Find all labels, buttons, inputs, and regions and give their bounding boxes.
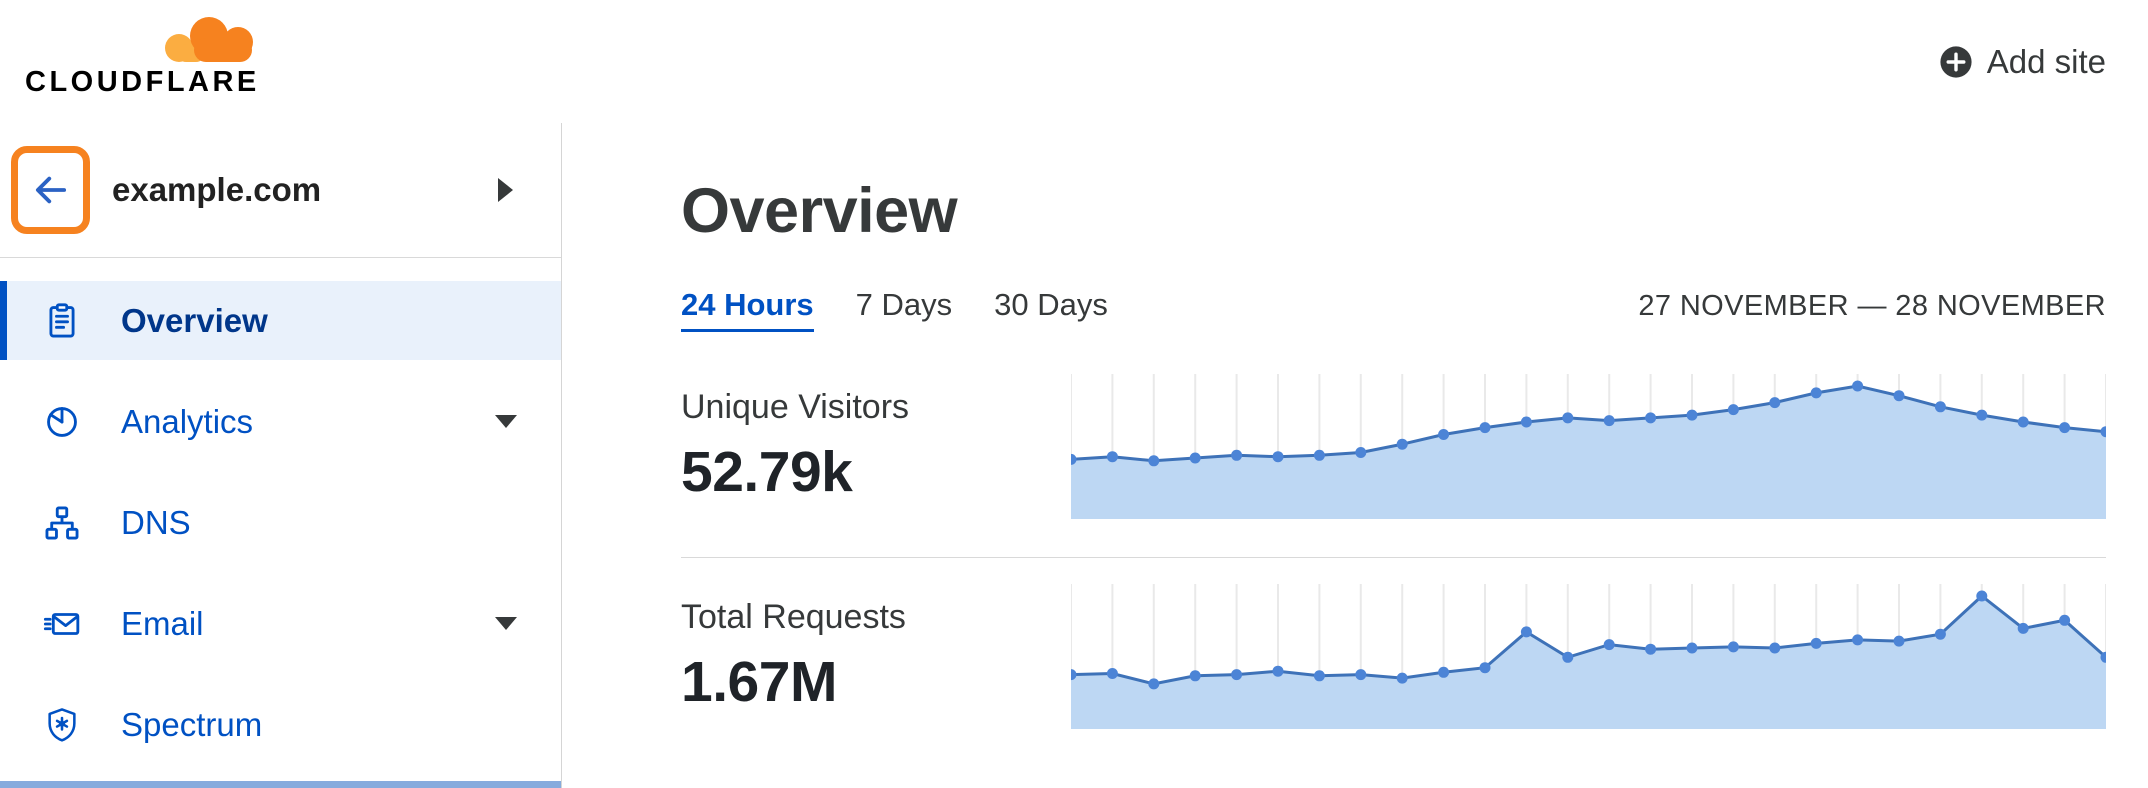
chevron-down-icon[interactable] bbox=[495, 617, 517, 630]
logo-wordmark: CLOUDFLARE bbox=[25, 66, 260, 98]
chevron-right-icon[interactable] bbox=[498, 178, 513, 202]
arrow-left-icon bbox=[35, 176, 66, 204]
back-button[interactable] bbox=[18, 153, 83, 227]
tab-24-hours[interactable]: 24 Hours bbox=[681, 287, 814, 332]
sidebar-item-label: DNS bbox=[121, 503, 191, 541]
total-requests-chart bbox=[1065, 584, 2112, 729]
add-site-label: Add site bbox=[1986, 42, 2106, 80]
cloudflare-logo[interactable]: CLOUDFLARE bbox=[25, 8, 287, 99]
unique-visitors-label: Unique Visitors bbox=[681, 388, 910, 426]
sidebar-item-label: Overview bbox=[121, 301, 268, 339]
sidebar-item-label: Analytics bbox=[121, 402, 254, 440]
back-button-highlight bbox=[11, 146, 90, 234]
top-header: CLOUDFLARE Add site bbox=[0, 0, 2148, 123]
metrics-divider bbox=[681, 557, 2106, 558]
unique-visitors-chart bbox=[1065, 374, 2112, 519]
clipboard-icon bbox=[41, 300, 82, 341]
time-range-tabs: 24 Hours 7 Days 30 Days 27 NOVEMBER — 28… bbox=[681, 287, 2106, 332]
sidebar-nav: Overview Analytics bbox=[0, 281, 561, 764]
total-requests-label: Total Requests bbox=[681, 598, 906, 636]
main-content: Overview 24 Hours 7 Days 30 Days 27 NOVE… bbox=[562, 123, 2148, 788]
add-site-button[interactable]: Add site bbox=[1939, 43, 2106, 81]
tab-30-days[interactable]: 30 Days bbox=[994, 287, 1108, 322]
sitemap-icon bbox=[41, 502, 82, 543]
site-name[interactable]: example.com bbox=[112, 171, 322, 208]
sidebar-item-overview[interactable]: Overview bbox=[0, 281, 561, 360]
envelope-icon bbox=[41, 603, 82, 644]
plus-circle-icon bbox=[1940, 45, 1972, 78]
sidebar-item-analytics[interactable]: Analytics bbox=[0, 382, 561, 461]
tab-7-days[interactable]: 7 Days bbox=[855, 287, 953, 322]
page-title: Overview bbox=[681, 176, 958, 246]
pie-chart-icon bbox=[41, 401, 82, 442]
shield-icon bbox=[41, 704, 82, 745]
sidebar-item-email[interactable]: Email bbox=[0, 584, 561, 663]
sidebar-item-label: Spectrum bbox=[121, 705, 263, 743]
chevron-down-icon[interactable] bbox=[495, 415, 517, 428]
unique-visitors-value: 52.79k bbox=[681, 440, 853, 504]
total-requests-value: 1.67M bbox=[681, 650, 837, 714]
sidebar-item-label: Email bbox=[121, 604, 204, 642]
date-range-label: 27 NOVEMBER — 28 NOVEMBER bbox=[1638, 290, 2106, 322]
total-requests-row: Total Requests 1.67M bbox=[681, 584, 2112, 729]
site-selector-row: example.com bbox=[0, 123, 561, 258]
cloudflare-cloud-icon bbox=[165, 17, 253, 62]
sidebar: example.com Overview bbox=[0, 123, 562, 788]
partial-nav-item bbox=[0, 781, 561, 788]
unique-visitors-row: Unique Visitors 52.79k bbox=[681, 374, 2112, 519]
sidebar-item-spectrum[interactable]: Spectrum bbox=[0, 685, 561, 764]
sidebar-item-dns[interactable]: DNS bbox=[0, 483, 561, 562]
